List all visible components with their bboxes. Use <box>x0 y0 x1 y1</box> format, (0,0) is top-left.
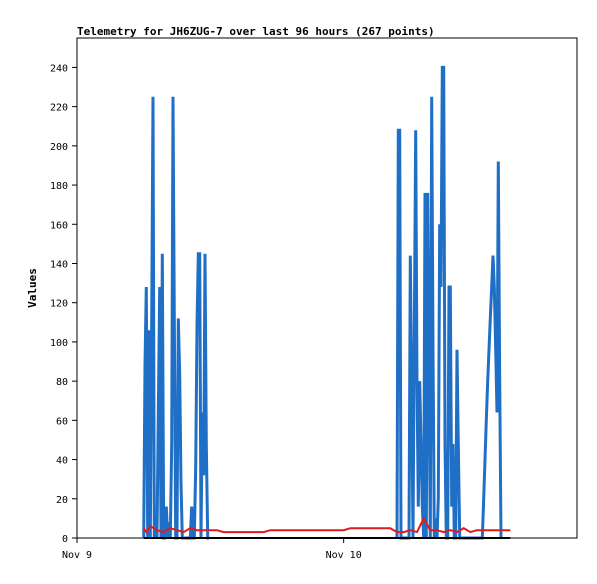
y-tick-label: 140 <box>50 259 68 270</box>
y-tick-label: 80 <box>56 377 68 388</box>
x-axis: Nov 9 Nov 10 <box>62 538 362 561</box>
y-tick-label: 120 <box>50 299 68 310</box>
y-axis-label: Values <box>26 268 39 308</box>
y-tick-label: 40 <box>56 456 68 467</box>
series-layer <box>142 65 511 540</box>
y-axis: 0 20 40 60 80 100 120 140 160 180 200 220 240 <box>50 63 77 545</box>
y-tick-label: 220 <box>50 103 68 114</box>
y-tick-label: 180 <box>50 181 68 192</box>
y-tick-label: 20 <box>56 495 68 506</box>
chart-title: Telemetry for JH6ZUG-7 over last 96 hour… <box>77 25 435 38</box>
series-line-1 <box>395 65 503 540</box>
x-tick-label: Nov 10 <box>326 550 362 561</box>
y-tick-label: 100 <box>50 338 68 349</box>
y-tick-label: 200 <box>50 142 68 153</box>
y-tick-label: 60 <box>56 416 68 427</box>
series-line-2 <box>142 516 511 534</box>
y-tick-label: 0 <box>62 534 68 545</box>
x-tick-label: Nov 9 <box>62 550 92 561</box>
y-tick-label: 240 <box>50 63 68 74</box>
y-tick-label: 160 <box>50 220 68 231</box>
